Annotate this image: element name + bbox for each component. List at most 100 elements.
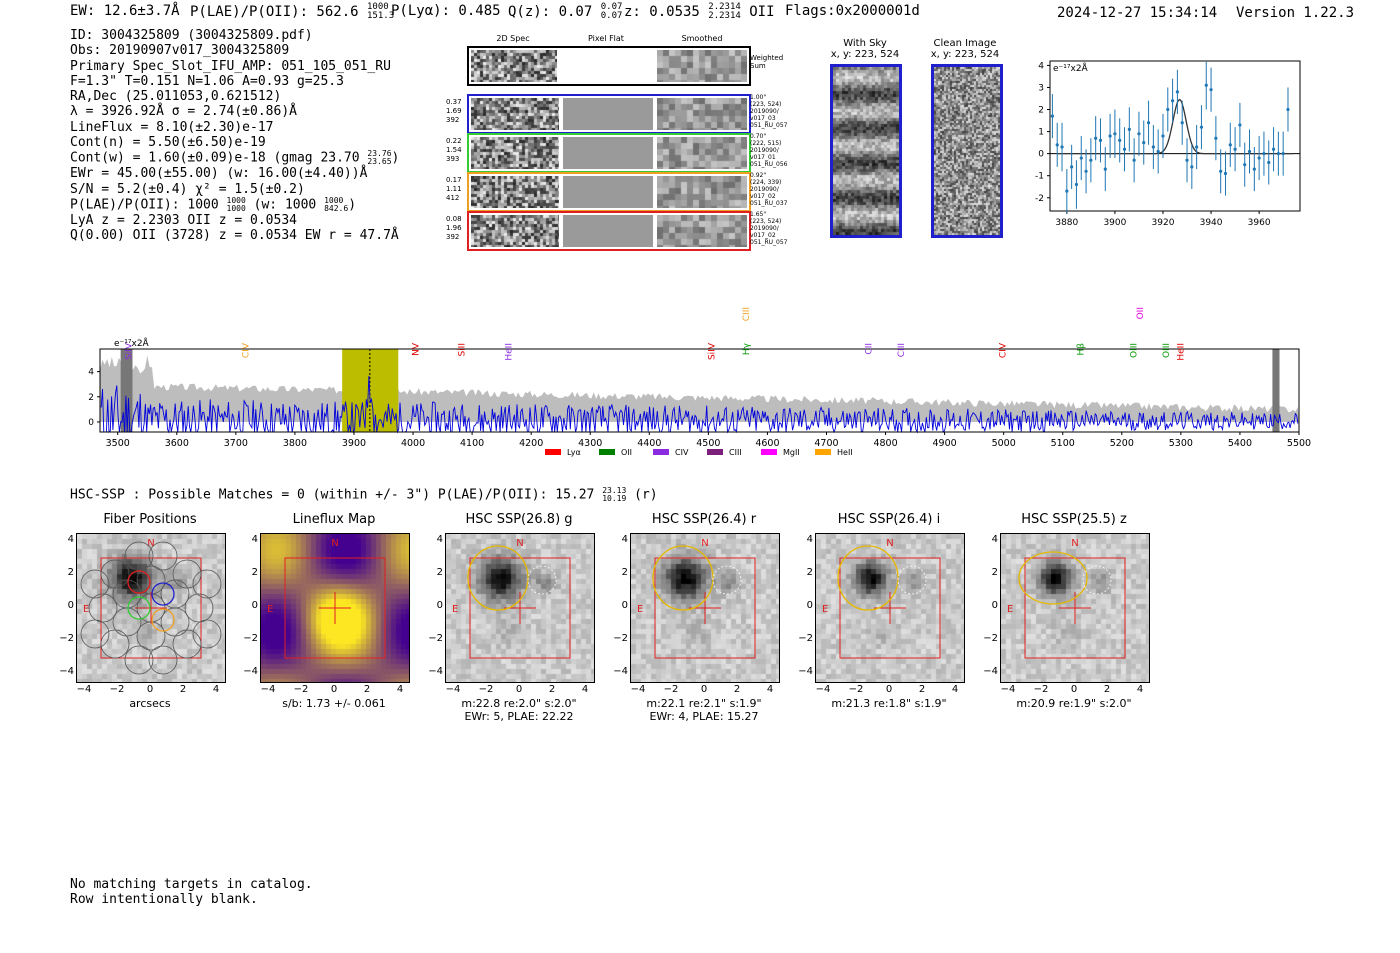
hsc-east-label: E [1007, 604, 1013, 615]
stamp-row-left-value: 392 [446, 116, 460, 124]
hsc-xtick-label: −4 [1000, 684, 1016, 695]
header-z-line: OII [749, 4, 775, 20]
hsc-ytick-label: −2 [428, 633, 443, 644]
hsc-aperture-box [469, 557, 571, 659]
info-lya: LyA z = 2.2303 OII z = 0.0534 [70, 212, 297, 228]
hsc-ytick-label: 2 [621, 567, 628, 578]
hsc-east-label: E [83, 604, 89, 615]
stamp-row-left-value: 392 [446, 233, 460, 241]
hsc-ytick-label: −4 [983, 666, 998, 677]
zoom-data-point [1132, 158, 1136, 162]
hsc-ytick-label: 0 [621, 600, 628, 611]
stamp-row-right-values: 1.65" (223, 524) 2019090/v017_02 051_RU_057 [750, 211, 787, 246]
hsc-xtick-label: 2 [1103, 684, 1111, 695]
hsc-xtick-label: 0 [700, 684, 708, 695]
fiber-circle [112, 579, 142, 609]
full-xtick-label: 4200 [519, 438, 543, 449]
clean-title: Clean Image x, y: 223, 524 [920, 38, 1010, 60]
info-plae-whi: 1000 [324, 195, 344, 205]
hsc-xtick-label: −4 [260, 684, 276, 695]
full-xtick-label: 5300 [1169, 438, 1193, 449]
hsc-panel-title: HSC SSP(26.4) i [837, 512, 941, 527]
hsc-xtick-label: 4 [396, 684, 404, 695]
stamp-2d-cell [471, 215, 559, 247]
hsc-xtick-label: −2 [478, 684, 494, 695]
zoom-data-point [1146, 121, 1151, 125]
zoom-data-point [1151, 145, 1155, 149]
hsc-ytick-label: 2 [991, 567, 998, 578]
full-legend-swatch [653, 449, 669, 455]
full-legend-swatch [545, 449, 561, 455]
fiber-circle [124, 541, 154, 571]
stamp-weighted-label: Weighted Sum [750, 54, 783, 70]
hsc-panel-caption-2: EWr: 5, PLAE: 22.22 [464, 710, 574, 723]
full-ytick-label: 2 [88, 393, 94, 403]
full-xtick-label: 3800 [283, 438, 307, 449]
hsc-ytick-label: 0 [436, 600, 443, 611]
zoom-ytick-label: -2 [1035, 194, 1044, 204]
info-contw-hi: 23.76 [367, 149, 392, 159]
hsc-ytick-label: 0 [806, 600, 813, 611]
zoom-data-point [1175, 90, 1180, 94]
zoom-data-point [1084, 169, 1088, 173]
hsc-ytick-label: −4 [243, 666, 258, 677]
full-emission-line-label: OII [1136, 307, 1146, 319]
hsc-ytick-label: 2 [67, 567, 74, 578]
hsc-ytick-label: −4 [613, 666, 628, 677]
hsc-panel-title: Fiber Positions [103, 512, 197, 527]
hsc-aperture-box [654, 557, 756, 659]
stamp-row-right-value: 051_RU_057 [750, 122, 788, 129]
hsc-title-hi: 23.13 [602, 486, 627, 495]
hsc-north-label: N [1071, 538, 1078, 549]
header-qz: Q(z): 0.07 0.07 0.07 [508, 3, 622, 21]
hsc-ytick-label: 0 [251, 600, 258, 611]
zoom-data-point [1185, 158, 1189, 162]
info-plae-wlo: 842.6 [324, 203, 349, 213]
fiber-circle-orange [151, 608, 175, 632]
hsc-xtick-label: 2 [548, 684, 556, 695]
hsc-xtick-label: 4 [581, 684, 589, 695]
full-xtick-label: 3700 [224, 438, 248, 449]
full-xtick-label: 5000 [992, 438, 1016, 449]
full-xtick-label: 4700 [814, 438, 838, 449]
zoom-ytick-label: 3 [1038, 83, 1044, 93]
full-xtick-label: 4500 [696, 438, 720, 449]
fiber-circle [172, 629, 202, 659]
hsc-xtick-label: −2 [109, 684, 125, 695]
hsc-panel-title: HSC SSP(25.5) z [1021, 512, 1127, 527]
stamp-flat-cell [563, 215, 653, 247]
stamp-2d-cell [471, 98, 559, 130]
hsc-north-label: N [516, 538, 523, 549]
stamp-weighted-l1: Weighted [750, 54, 784, 62]
hsc-ytick-label: −4 [798, 666, 813, 677]
full-plot-frame [99, 348, 1300, 433]
info-plae-close: ) [348, 197, 357, 213]
full-xtick-label: 5400 [1228, 438, 1252, 449]
hsc-xtick-label: 2 [179, 684, 187, 695]
zoom-data-point [1089, 158, 1093, 162]
stamp-row-left-value: 393 [446, 155, 460, 163]
hsc-xtick-label: −4 [76, 684, 92, 695]
hsc-ytick-label: 4 [251, 534, 258, 545]
zoom-data-point [1286, 107, 1290, 112]
hsc-ytick-label: 0 [67, 600, 74, 611]
header-qz-label: Q(z): 0.07 [508, 4, 593, 20]
zoom-data-point [1079, 156, 1083, 160]
stamp-row-right-value: (224, 339) [750, 179, 782, 186]
zoom-data-point [1195, 145, 1199, 149]
full-legend-label: CIV [675, 448, 689, 457]
full-emission-line-label: CIII [897, 343, 907, 357]
full-legend-swatch [815, 449, 831, 455]
info-contw: Cont(w) = 1.60(±0.09)e-18 (gmag 23.70 23… [70, 150, 399, 166]
fiber-circle [136, 621, 166, 651]
fiber-circle [80, 569, 110, 599]
full-legend-swatch [761, 449, 777, 455]
hsc-xtick-label: 0 [146, 684, 154, 695]
zoom-data-point [1108, 134, 1112, 138]
stamp-row-right-value: 051_RU_057 [750, 239, 788, 246]
